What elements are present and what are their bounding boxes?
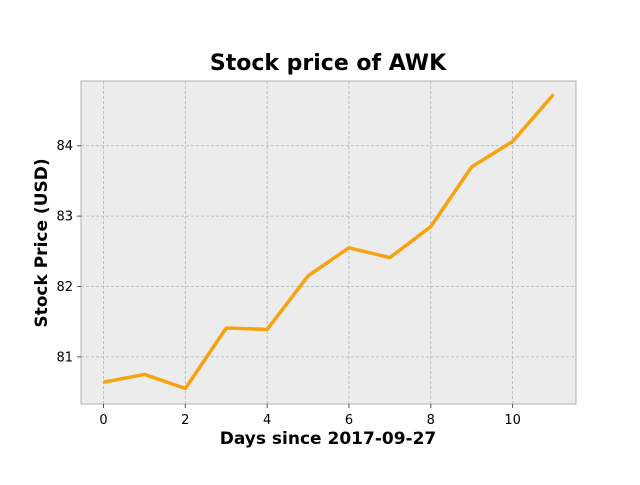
y-axis-label: Stock Price (USD) bbox=[32, 158, 52, 327]
x-tick-label: 8 bbox=[427, 413, 435, 428]
chart-title: Stock price of AWK bbox=[210, 51, 447, 76]
x-tick-label: 0 bbox=[99, 413, 107, 428]
x-axis-label: Days since 2017-09-27 bbox=[220, 429, 437, 449]
x-tick-label: 4 bbox=[263, 413, 271, 428]
y-tick-label: 81 bbox=[56, 350, 73, 365]
x-tick-label: 6 bbox=[345, 413, 353, 428]
x-tick-label: 2 bbox=[181, 413, 189, 428]
y-axis-ticks: 81 82 83 84 bbox=[56, 139, 81, 365]
y-tick-label: 84 bbox=[56, 139, 73, 154]
plot-background bbox=[81, 81, 576, 404]
x-tick-label: 10 bbox=[504, 413, 521, 428]
y-tick-label: 83 bbox=[56, 210, 73, 225]
x-axis-ticks: 0 2 4 6 8 10 bbox=[99, 404, 521, 428]
y-tick-label: 82 bbox=[56, 280, 73, 295]
